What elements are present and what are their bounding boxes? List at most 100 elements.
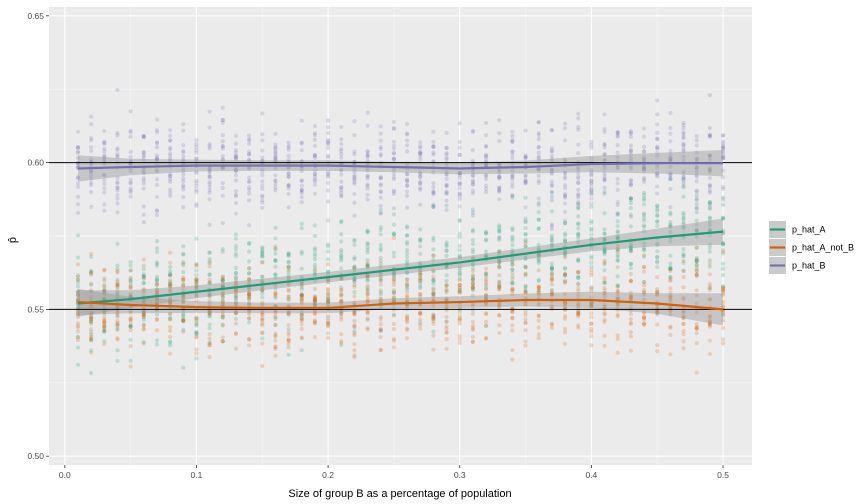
scatter-point: [418, 284, 423, 289]
scatter-point: [260, 341, 265, 346]
scatter-point: [207, 340, 212, 345]
scatter-point: [168, 176, 173, 182]
scatter-point: [707, 281, 712, 287]
scatter-point: [365, 264, 370, 269]
scatter-point: [602, 294, 607, 299]
scatter-point: [457, 313, 462, 318]
scatter-point: [655, 212, 660, 217]
scatter-point: [89, 310, 94, 315]
scatter-point: [418, 276, 423, 281]
scatter-point: [497, 228, 502, 234]
scatter-point: [404, 303, 410, 308]
scatter-point: [655, 254, 660, 259]
scatter-point: [207, 291, 212, 296]
scatter-point: [365, 273, 370, 278]
scatter-point: [325, 298, 331, 303]
scatter-point: [247, 271, 252, 276]
scatter-point: [641, 212, 647, 217]
scatter-point: [668, 157, 673, 162]
scatter-point: [141, 310, 146, 315]
scatter-point: [312, 271, 318, 277]
scatter-point: [75, 145, 81, 150]
scatter-point: [668, 261, 673, 266]
scatter-point: [207, 125, 212, 130]
scatter-point: [352, 289, 357, 295]
scatter-point: [628, 297, 633, 302]
scatter-point: [720, 249, 726, 254]
scatter-point: [378, 348, 383, 353]
scatter-point: [260, 336, 265, 341]
scatter-point: [707, 323, 712, 328]
scatter-point: [589, 188, 594, 193]
scatter-point: [273, 334, 278, 339]
scatter-point: [154, 156, 160, 161]
scatter-point: [299, 292, 304, 297]
scatter-point: [352, 149, 357, 154]
scatter-point: [168, 138, 173, 143]
scatter-point: [602, 246, 607, 251]
scatter-point: [128, 285, 133, 290]
scatter-point: [220, 299, 225, 304]
scatter-point: [418, 179, 423, 184]
scatter-point: [404, 270, 410, 275]
scatter-point: [470, 178, 476, 183]
scatter-point: [207, 343, 212, 348]
scatter-point: [576, 269, 581, 275]
scatter-point: [720, 155, 726, 160]
scatter-point: [220, 143, 225, 149]
scatter-point: [523, 195, 528, 200]
scatter-point: [128, 358, 133, 363]
scatter-point: [549, 198, 554, 203]
scatter-point: [510, 262, 515, 267]
scatter-point: [247, 295, 252, 300]
scatter-point: [655, 204, 660, 209]
scatter-point: [273, 258, 278, 263]
scatter-point: [378, 288, 383, 293]
scatter-point: [102, 267, 107, 272]
scatter-point: [128, 130, 133, 135]
scatter-point: [233, 287, 239, 293]
scatter-point: [339, 193, 344, 198]
scatter-point: [536, 293, 541, 298]
scatter-point: [641, 224, 647, 230]
scatter-point: [181, 195, 186, 200]
scatter-point: [536, 335, 541, 341]
scatter-point: [615, 249, 620, 255]
scatter-point: [602, 304, 607, 310]
scatter-point: [720, 311, 726, 316]
scatter-point: [497, 185, 502, 190]
scatter-point: [391, 143, 397, 148]
scatter-point: [431, 129, 436, 134]
scatter-point: [457, 283, 462, 288]
scatter-point: [707, 249, 712, 254]
scatter-point: [602, 238, 607, 243]
scatter-point: [655, 223, 660, 228]
scatter-point: [694, 134, 699, 139]
scatter-point: [260, 312, 265, 318]
scatter-point: [404, 240, 410, 245]
scatter-point: [470, 293, 476, 298]
scatter-point: [325, 321, 331, 326]
scatter-point: [668, 164, 673, 169]
scatter-point: [576, 233, 581, 238]
scatter-point: [273, 331, 278, 336]
scatter-point: [89, 169, 94, 174]
scatter-point: [378, 290, 383, 295]
scatter-point: [207, 190, 212, 195]
scatter-point: [299, 297, 304, 302]
scatter-point: [128, 134, 133, 139]
scatter-point: [681, 253, 686, 258]
scatter-point: [483, 323, 489, 328]
scatter-point: [536, 209, 541, 215]
scatter-point: [655, 310, 660, 315]
scatter-point: [404, 277, 410, 282]
scatter-point: [681, 321, 686, 327]
scatter-point: [273, 316, 278, 322]
scatter-point: [299, 313, 304, 318]
scatter-point: [562, 304, 568, 309]
scatter-point: [589, 173, 594, 178]
scatter-point: [299, 188, 304, 193]
scatter-point: [220, 157, 225, 162]
scatter-point: [418, 320, 423, 325]
scatter-point: [220, 274, 225, 279]
